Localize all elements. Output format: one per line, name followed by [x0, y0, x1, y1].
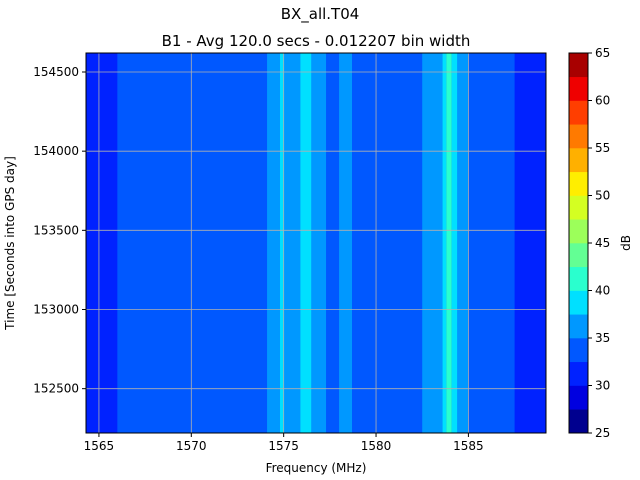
- frequency-band-16: [514, 53, 546, 433]
- colorbar-tick-label: 35: [595, 331, 610, 345]
- colorbar-segment: [569, 195, 588, 220]
- colorbar-segment: [569, 314, 588, 339]
- colorbar: 25 30 35 40 45 50 55 60 65: [568, 46, 610, 440]
- x-axis: 1565 1570 1575 1580 1585: [84, 433, 484, 453]
- frequency-band-14: [457, 53, 469, 433]
- x-tick-label: 1575: [268, 439, 299, 453]
- colorbar-tick-label: 50: [595, 189, 610, 203]
- colorbar-tick-label: 55: [595, 141, 610, 155]
- colorbar-segment: [569, 385, 588, 410]
- frequency-band-6: [311, 53, 327, 433]
- frequency-band-3: [279, 53, 284, 433]
- figure-subtitle: B1 - Avg 120.0 secs - 0.012207 bin width: [162, 32, 471, 50]
- frequency-band-0: [86, 53, 118, 433]
- x-axis-label: Frequency (MHz): [266, 461, 367, 475]
- frequency-band-4: [283, 53, 301, 433]
- colorbar-segment: [569, 219, 588, 244]
- y-axis-label: Time [Seconds into GPS day]: [3, 156, 17, 331]
- colorbar-tick-label: 45: [595, 236, 610, 250]
- colorbar-segment: [569, 290, 588, 315]
- frequency-band-15: [468, 53, 515, 433]
- colorbar-segment: [569, 361, 588, 386]
- colorbar-segment: [569, 409, 588, 434]
- frequency-band-1: [117, 53, 268, 433]
- x-tick-label: 1585: [453, 439, 484, 453]
- plot-area: [85, 52, 547, 434]
- frequency-band-7: [326, 53, 340, 433]
- colorbar-tick-label: 25: [595, 426, 610, 440]
- colorbar-segment: [569, 243, 588, 268]
- y-tick-label: 154000: [33, 144, 79, 158]
- frequency-band-11: [442, 53, 447, 433]
- frequency-band-13: [451, 53, 458, 433]
- frequency-band-9: [352, 53, 423, 433]
- frequency-band-5: [300, 53, 312, 433]
- colorbar-label: dB: [619, 235, 633, 251]
- figure-title: BX_all.T04: [281, 5, 360, 24]
- frequency-band-10: [422, 53, 443, 433]
- plot-frame: [85, 52, 547, 434]
- x-tick-label: 1565: [84, 439, 115, 453]
- colorbar-segment: [569, 338, 588, 363]
- colorbar-tick-label: 60: [595, 94, 610, 108]
- colorbar-segment: [569, 148, 588, 173]
- x-tick-label: 1580: [361, 439, 392, 453]
- frequency-band-8: [339, 53, 353, 433]
- y-tick-label: 154500: [33, 65, 79, 79]
- frequency-band-12: [446, 53, 452, 433]
- y-tick-label: 153500: [33, 223, 79, 237]
- y-axis: 152500 153000 153500 154000 154500: [33, 65, 86, 396]
- colorbar-tick-label: 40: [595, 284, 610, 298]
- colorbar-tick-label: 65: [595, 46, 610, 60]
- colorbar-segment: [569, 53, 588, 78]
- y-tick-label: 152500: [33, 382, 79, 396]
- colorbar-segment: [569, 100, 588, 125]
- y-tick-label: 153000: [33, 303, 79, 317]
- colorbar-segment: [569, 171, 588, 196]
- x-tick-label: 1570: [176, 439, 207, 453]
- colorbar-tick-label: 30: [595, 379, 610, 393]
- colorbar-segment: [569, 266, 588, 291]
- colorbar-segment: [569, 76, 588, 101]
- frequency-band-2: [267, 53, 280, 433]
- colorbar-segment: [569, 124, 588, 149]
